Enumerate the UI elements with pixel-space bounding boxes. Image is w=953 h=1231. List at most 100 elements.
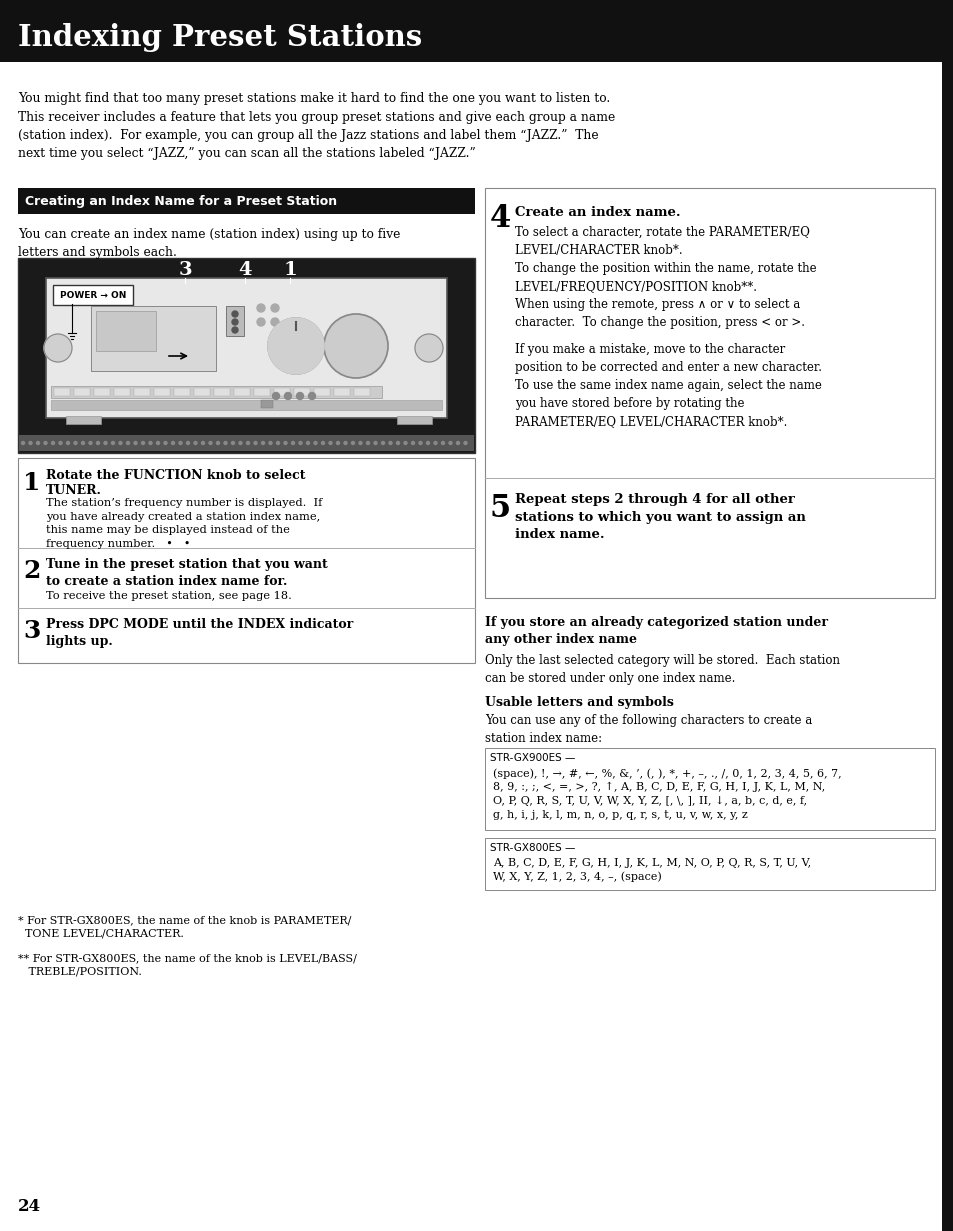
Circle shape	[179, 442, 182, 444]
FancyBboxPatch shape	[396, 416, 432, 423]
Text: Create an index name.: Create an index name.	[515, 206, 679, 219]
Circle shape	[186, 442, 190, 444]
Circle shape	[449, 442, 452, 444]
Circle shape	[22, 442, 25, 444]
FancyBboxPatch shape	[94, 388, 110, 396]
Circle shape	[358, 442, 361, 444]
FancyBboxPatch shape	[53, 286, 132, 305]
FancyBboxPatch shape	[233, 388, 250, 396]
Text: * For STR-GX800ES, the name of the knob is PARAMETER/
  TONE LEVEL/CHARACTER.: * For STR-GX800ES, the name of the knob …	[18, 915, 351, 939]
Circle shape	[276, 442, 279, 444]
FancyBboxPatch shape	[484, 748, 934, 830]
Circle shape	[51, 442, 54, 444]
Text: 4: 4	[490, 203, 511, 234]
Circle shape	[366, 442, 369, 444]
Circle shape	[314, 442, 316, 444]
Circle shape	[172, 442, 174, 444]
Circle shape	[296, 393, 303, 400]
Circle shape	[329, 442, 332, 444]
FancyBboxPatch shape	[253, 388, 270, 396]
Circle shape	[239, 442, 242, 444]
Circle shape	[232, 311, 237, 318]
Circle shape	[261, 442, 264, 444]
Circle shape	[324, 314, 388, 378]
Circle shape	[29, 442, 32, 444]
Circle shape	[271, 318, 278, 326]
Circle shape	[36, 442, 39, 444]
Circle shape	[253, 442, 256, 444]
FancyBboxPatch shape	[294, 388, 310, 396]
Circle shape	[426, 442, 429, 444]
FancyBboxPatch shape	[153, 388, 170, 396]
FancyBboxPatch shape	[193, 388, 210, 396]
Circle shape	[284, 393, 292, 400]
Circle shape	[89, 442, 91, 444]
Text: To receive the preset station, see page 18.: To receive the preset station, see page …	[46, 591, 292, 601]
Text: 3: 3	[178, 261, 192, 279]
Circle shape	[96, 442, 99, 444]
Circle shape	[403, 442, 407, 444]
Circle shape	[209, 442, 212, 444]
Circle shape	[44, 334, 71, 362]
Circle shape	[112, 442, 114, 444]
Text: You can create an index name (station index) using up to five
letters and symbol: You can create an index name (station in…	[18, 228, 400, 259]
Circle shape	[269, 442, 272, 444]
FancyBboxPatch shape	[334, 388, 350, 396]
Circle shape	[351, 442, 355, 444]
FancyBboxPatch shape	[213, 388, 230, 396]
Text: 1: 1	[23, 471, 40, 495]
Circle shape	[164, 442, 167, 444]
FancyBboxPatch shape	[18, 458, 475, 664]
Circle shape	[44, 442, 47, 444]
Text: If you make a mistake, move to the character
position to be corrected and enter : If you make a mistake, move to the chara…	[515, 343, 821, 428]
Circle shape	[434, 442, 436, 444]
Circle shape	[411, 442, 414, 444]
Circle shape	[246, 442, 250, 444]
Circle shape	[306, 442, 309, 444]
Circle shape	[104, 442, 107, 444]
Circle shape	[149, 442, 152, 444]
FancyBboxPatch shape	[0, 0, 953, 62]
Text: 5: 5	[490, 492, 511, 524]
Circle shape	[336, 442, 339, 444]
Circle shape	[344, 442, 347, 444]
FancyBboxPatch shape	[96, 311, 156, 351]
Circle shape	[119, 442, 122, 444]
Text: 24: 24	[18, 1198, 41, 1215]
Text: 4: 4	[238, 261, 252, 279]
Circle shape	[415, 334, 442, 362]
Text: Press DPC MODE until the INDEX indicator
lights up.: Press DPC MODE until the INDEX indicator…	[46, 618, 353, 648]
Text: You can use any of the following characters to create a
station index name:: You can use any of the following charact…	[484, 714, 811, 745]
Circle shape	[141, 442, 144, 444]
Circle shape	[284, 442, 287, 444]
Circle shape	[292, 442, 294, 444]
FancyBboxPatch shape	[484, 188, 934, 598]
Text: 2: 2	[23, 559, 40, 583]
Circle shape	[389, 442, 392, 444]
FancyBboxPatch shape	[354, 388, 370, 396]
Circle shape	[374, 442, 376, 444]
FancyBboxPatch shape	[54, 388, 70, 396]
Circle shape	[441, 442, 444, 444]
Text: ** For STR-GX800ES, the name of the knob is LEVEL/BASS/
   TREBLE/POSITION.: ** For STR-GX800ES, the name of the knob…	[18, 953, 356, 977]
Text: Rotate the FUNCTION knob to select
TUNER.: Rotate the FUNCTION knob to select TUNER…	[46, 469, 305, 497]
FancyBboxPatch shape	[19, 435, 474, 451]
Circle shape	[456, 442, 459, 444]
Circle shape	[256, 304, 265, 311]
Text: The station’s frequency number is displayed.  If
you have already created a stat: The station’s frequency number is displa…	[46, 499, 322, 549]
Text: Indexing Preset Stations: Indexing Preset Stations	[18, 23, 422, 53]
FancyBboxPatch shape	[226, 307, 244, 336]
FancyBboxPatch shape	[133, 388, 150, 396]
Circle shape	[216, 442, 219, 444]
FancyBboxPatch shape	[173, 388, 190, 396]
Text: 1: 1	[283, 261, 296, 279]
FancyBboxPatch shape	[18, 188, 475, 214]
Text: You might find that too many preset stations make it hard to find the one you wa: You might find that too many preset stat…	[18, 92, 615, 160]
Text: STR-GX900ES —: STR-GX900ES —	[490, 753, 575, 763]
Circle shape	[418, 442, 421, 444]
Text: POWER → ON: POWER → ON	[60, 291, 126, 299]
FancyBboxPatch shape	[91, 307, 215, 371]
Circle shape	[67, 442, 70, 444]
Circle shape	[193, 442, 196, 444]
Circle shape	[273, 393, 279, 400]
